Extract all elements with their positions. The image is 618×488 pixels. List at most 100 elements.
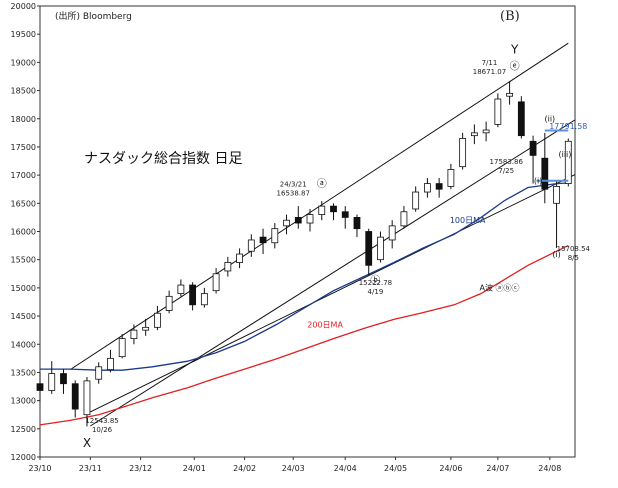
candle-body (107, 357, 114, 371)
candle (165, 290, 173, 314)
y-tick-label: 18500 (11, 87, 36, 96)
ma100-line (40, 182, 569, 371)
candle-body (412, 191, 420, 210)
candle (400, 206, 408, 229)
lower-channel (90, 119, 576, 427)
candle (142, 318, 150, 336)
y-tick-label: 14500 (11, 312, 36, 321)
wave-ii: (ii) (544, 115, 555, 124)
ma100-label: 100日MA (450, 216, 486, 225)
high-0711: 7/11 18671.07 (473, 59, 506, 76)
candle-body (142, 326, 150, 331)
y-tick-label: 19000 (11, 58, 36, 67)
y-tick-label: 15000 (11, 284, 36, 293)
candle (435, 177, 443, 198)
candle (517, 96, 525, 139)
candle (294, 206, 302, 229)
candle-body (494, 98, 502, 125)
x-tick-label: 24/02 (233, 464, 256, 473)
low-1026: 12543.85 10/26 (85, 417, 118, 434)
candle-body (294, 217, 302, 224)
candle (177, 279, 185, 297)
chart-title: ナスダック総合指数 日足 (84, 151, 243, 167)
candle (60, 369, 67, 394)
x-tick-label: 23/11 (79, 464, 102, 473)
candle (318, 201, 326, 221)
y-tick-label: 18000 (11, 115, 36, 124)
candle-body (330, 205, 337, 213)
candle-body (529, 140, 537, 156)
y-tick-label: 15500 (11, 256, 36, 265)
candle-body (553, 185, 560, 204)
candle-body (118, 338, 126, 358)
candle-body (424, 183, 431, 193)
y-tick-label: 13000 (11, 397, 36, 406)
middle-channel (90, 174, 576, 413)
wave-b: ⓑ (370, 274, 380, 286)
candle-body (189, 284, 197, 306)
candle-body (48, 373, 56, 391)
x-tick-label: 24/01 (183, 464, 206, 473)
candle (506, 80, 513, 105)
candle (71, 380, 79, 418)
candle-body (200, 293, 208, 306)
candle-body (470, 132, 478, 137)
candle (200, 287, 208, 308)
candle (470, 124, 478, 145)
candle (388, 220, 396, 249)
wave-x: X (83, 436, 91, 450)
candle-body (271, 228, 279, 244)
candle-body (60, 373, 67, 385)
candle (189, 282, 197, 311)
abc-label: A波 ⓐⓑⓒ (480, 283, 520, 293)
y-tick-label: 12500 (11, 425, 36, 434)
candle-body (377, 236, 384, 261)
candle (377, 231, 384, 263)
candle-body (388, 225, 396, 241)
candle (83, 376, 91, 427)
candle (236, 248, 243, 269)
wave-i: (i) (534, 177, 542, 186)
y-tick-label: 12000 (11, 453, 36, 462)
x-tick-label: 24/06 (439, 464, 462, 473)
high-0321: 24/3/21 16538.87 (277, 180, 310, 197)
candle (306, 208, 314, 232)
candle-body (212, 273, 220, 292)
candle-body (224, 262, 232, 272)
candle (447, 163, 455, 190)
candle (330, 203, 337, 221)
candle (424, 177, 431, 198)
candle-body (341, 211, 349, 218)
wave-iii: (iii) (558, 150, 571, 159)
low-0419: 15222.78 4/19 (359, 279, 392, 296)
candle-body (459, 138, 467, 168)
candle-body (447, 169, 455, 187)
candle-body (306, 214, 314, 224)
candle (412, 186, 420, 212)
candle-body (36, 383, 44, 391)
candle-body (165, 295, 173, 311)
candle-body (283, 219, 290, 227)
candle-body (506, 92, 513, 97)
candle (283, 214, 290, 235)
wave-i-low: (i) (552, 250, 560, 259)
y-tick-label: 17500 (11, 143, 36, 152)
candle (224, 256, 232, 277)
candle-body (541, 157, 549, 190)
candle (341, 206, 349, 229)
y-tick-label: 13500 (11, 368, 36, 377)
x-tick-label: 24/04 (334, 464, 357, 473)
candle (118, 334, 126, 359)
candle-body (259, 236, 267, 244)
level-17791-label: 17791.58 (549, 122, 587, 131)
x-tick-label: 23/10 (28, 464, 51, 473)
candle-body (564, 140, 572, 184)
x-tick-label: 24/03 (282, 464, 305, 473)
candle (553, 180, 560, 248)
candle (212, 268, 220, 294)
wave-e: ⓔ (510, 61, 520, 73)
candle-body (236, 253, 243, 263)
y-tick-label: 17000 (11, 171, 36, 180)
candle-body (400, 211, 408, 227)
candle-body (153, 312, 161, 328)
